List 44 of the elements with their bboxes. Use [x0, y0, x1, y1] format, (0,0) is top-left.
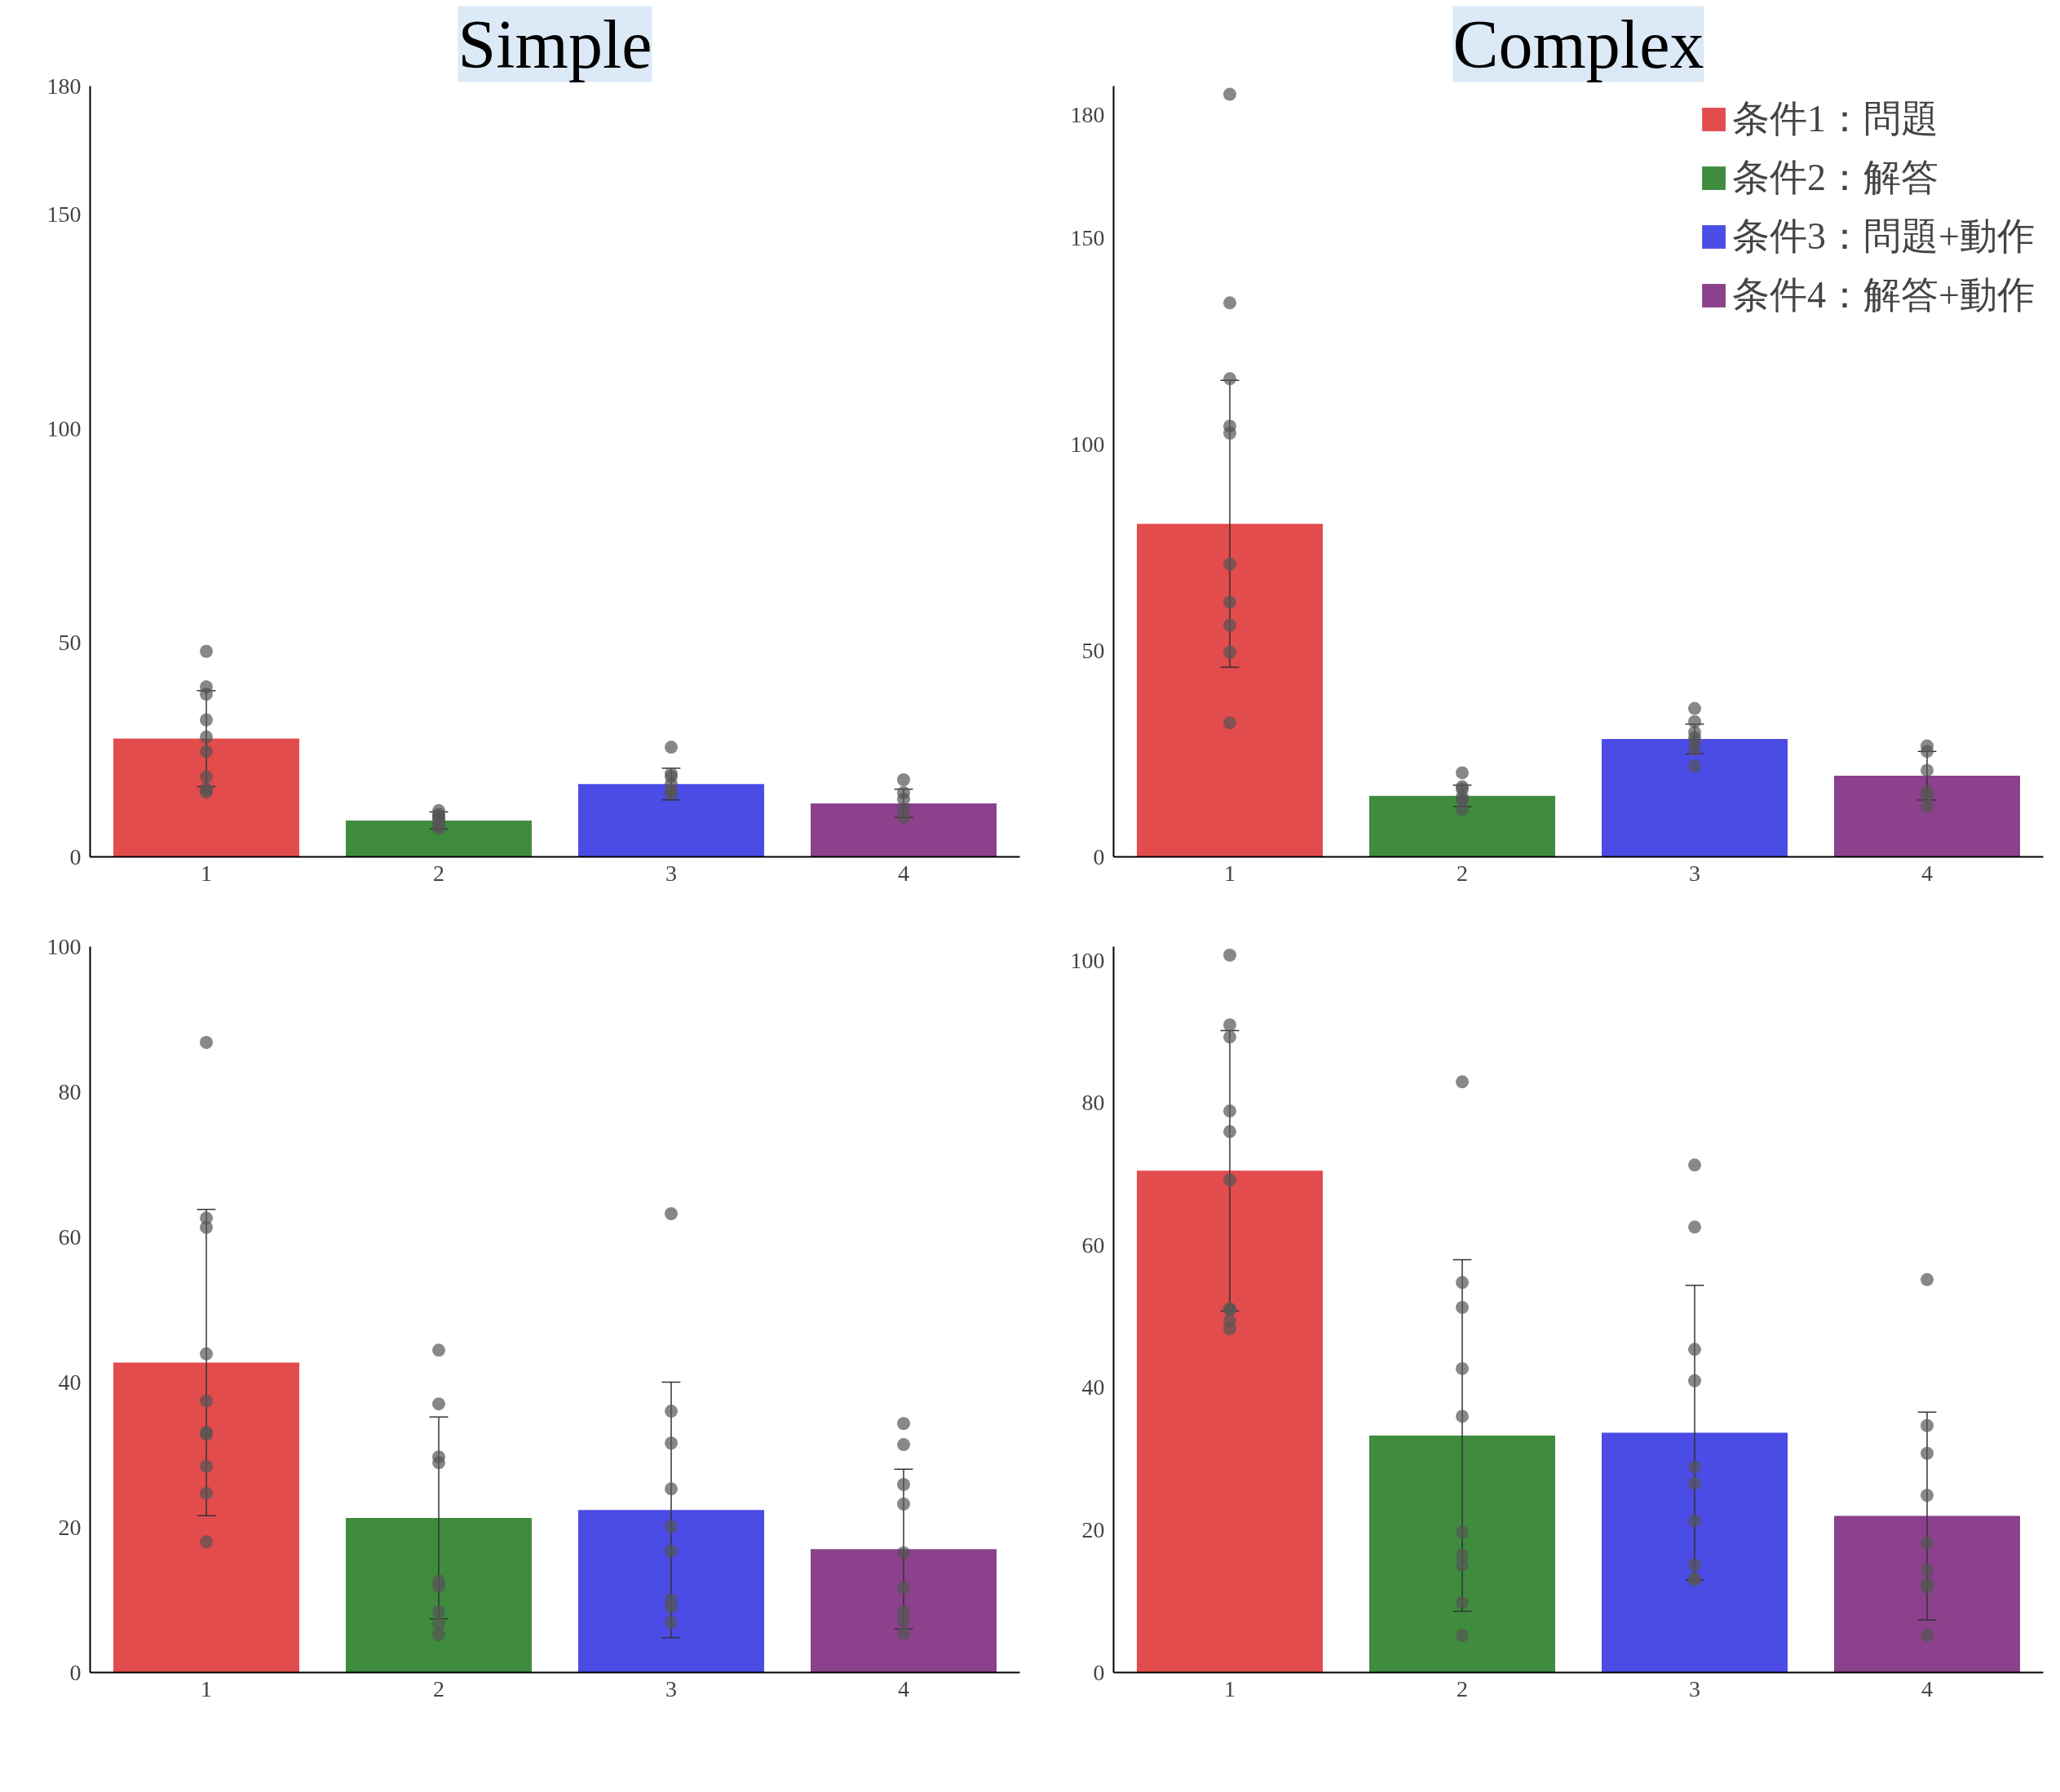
y-tick-label: 80 [1081, 1090, 1105, 1116]
legend-label: 条件1：問題 [1732, 97, 1939, 141]
y-tick-label: 0 [1093, 1659, 1105, 1685]
y-tick-label: 0 [1093, 843, 1105, 869]
legend-label: 条件2：解答 [1732, 156, 1939, 200]
legend-label: 条件4：解答+動作 [1732, 273, 2035, 317]
y-tick-label: 50 [1081, 637, 1105, 663]
y-tick-label: 60 [1081, 1232, 1105, 1258]
x-tick-label: 1 [201, 860, 212, 886]
y-tick-label: 40 [1081, 1374, 1105, 1400]
y-tick-label: 20 [1081, 1516, 1105, 1542]
y-tick-label: 180 [46, 73, 82, 99]
x-tick-label: 4 [1921, 860, 1933, 886]
y-tick-label: 40 [58, 1369, 82, 1395]
y-tick-label: 150 [46, 201, 82, 227]
x-tick-label: 1 [201, 1675, 212, 1701]
x-tick-label: 2 [1457, 860, 1468, 886]
y-tick-label: 150 [1070, 225, 1105, 251]
y-tick-label: 0 [69, 843, 82, 869]
x-tick-label: 2 [1457, 1675, 1468, 1701]
x-tick-label: 2 [433, 860, 444, 886]
x-tick-label: 1 [1224, 860, 1236, 886]
y-tick-label: 100 [1070, 947, 1105, 973]
y-tick-label: 80 [58, 1078, 82, 1104]
x-tick-label: 3 [1689, 1675, 1700, 1701]
y-tick-label: 50 [58, 630, 82, 655]
y-tick-label: 20 [58, 1514, 82, 1540]
x-tick-label: 2 [433, 1675, 444, 1701]
x-tick-label: 3 [665, 860, 677, 886]
y-tick-label: 100 [1070, 431, 1105, 458]
x-tick-label: 4 [898, 860, 909, 886]
y-tick-label: 0 [69, 1659, 82, 1685]
legend-label: 条件3：問題+動作 [1732, 215, 2035, 259]
x-tick-label: 1 [1224, 1675, 1236, 1701]
x-tick-label: 3 [665, 1675, 677, 1701]
x-tick-label: 3 [1689, 860, 1700, 886]
chart-title: Simple [458, 6, 652, 82]
y-tick-label: 100 [46, 933, 82, 959]
x-tick-label: 4 [1921, 1675, 1933, 1701]
y-tick-label: 60 [58, 1223, 82, 1250]
x-tick-label: 4 [898, 1675, 909, 1701]
y-tick-label: 100 [46, 415, 82, 441]
y-tick-label: 180 [1070, 101, 1105, 127]
chart-title: Complex [1452, 6, 1704, 82]
